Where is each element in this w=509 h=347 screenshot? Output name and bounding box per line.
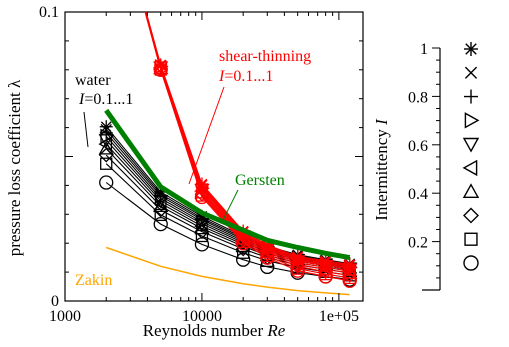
water-range-label: I=0.1...1 — [78, 91, 133, 108]
axis-ticks-layer: 1000 10000 1e+05 0 0.1 — [39, 4, 363, 325]
intermittency-tick-label: 0.6 — [408, 138, 428, 155]
legend-marker-plus — [464, 89, 478, 104]
water-line-i0.7 — [105, 135, 350, 268]
legend-marker-triangle-right — [464, 112, 480, 129]
shear-thinning-series-layer — [144, 12, 358, 288]
intermittency-tick-label: 0.4 — [408, 186, 428, 203]
shear-thinning-point-star — [319, 254, 333, 268]
shear-thinning-label-leader — [188, 86, 225, 185]
intermittency-axis-label: Intermittency I — [372, 118, 391, 221]
shear-thinning-line-i0.7 — [145, 12, 350, 269]
legend-marker-cross — [464, 66, 478, 79]
gersten-curve-layer — [104, 108, 351, 261]
water-line-i0.9 — [105, 129, 350, 266]
intermittency-legend: Intermittency I 0.2 0.4 0.6 0.8 1 — [372, 41, 480, 291]
shear-thinning-point-star — [260, 238, 274, 252]
water-label: water — [75, 72, 111, 89]
shear-thinning-point-star — [291, 249, 305, 263]
zakin-label: Zakin — [75, 272, 112, 289]
y-tick-label: 0.1 — [39, 4, 59, 21]
intermittency-tick-label: 1 — [420, 41, 428, 58]
water-point-circle — [99, 175, 114, 190]
intermittency-legend-markers: 0.2 0.4 0.6 0.8 1 — [408, 41, 480, 291]
legend-marker-triangle-left — [462, 159, 478, 177]
zakin-curve — [105, 246, 350, 296]
x-tick-label: 10000 — [182, 308, 222, 325]
legend-marker-star — [464, 42, 478, 56]
gersten-label-leader — [221, 189, 239, 223]
x-tick-label: 1000 — [49, 308, 81, 325]
water-point-circle — [153, 216, 168, 232]
legend-marker-square — [464, 232, 478, 246]
water-point-square — [100, 157, 113, 170]
x-axis-label: Reynolds number Re — [143, 321, 286, 340]
gersten-label: Gersten — [235, 172, 285, 189]
water-point-star — [99, 120, 113, 134]
plot-frame — [64, 11, 364, 302]
intermittency-tick-label: 0.2 — [408, 235, 428, 252]
shear-thinning-point-star — [195, 177, 209, 191]
legend-marker-circle — [463, 255, 479, 271]
gersten-curve — [104, 108, 351, 261]
y-tick-label: 0 — [51, 293, 59, 310]
shear-thinning-label: shear-thinning — [219, 48, 311, 65]
axes-frame-layer — [64, 11, 364, 302]
y-axis-label: pressure loss coefficient λ — [5, 79, 24, 256]
legend-marker-triangle-up — [462, 183, 480, 198]
x-tick-label: 1e+05 — [319, 308, 359, 325]
shear-thinning-point-star — [154, 58, 168, 72]
legend-marker-diamond — [463, 207, 479, 224]
zakin-curve-layer — [105, 246, 350, 296]
shear-thinning-line-i0.1 — [144, 12, 350, 282]
legend-marker-triangle-down — [462, 137, 480, 153]
main-plot: 1000 10000 1e+05 0 0.1 — [39, 4, 364, 325]
intermittency-tick-label: 0.8 — [408, 89, 428, 106]
shear-thinning-point-star — [343, 257, 357, 271]
water-label-leader — [83, 111, 89, 148]
shear-thinning-line-i1 — [145, 12, 350, 265]
shear-thinning-range-label: I=0.1...1 — [218, 68, 273, 85]
